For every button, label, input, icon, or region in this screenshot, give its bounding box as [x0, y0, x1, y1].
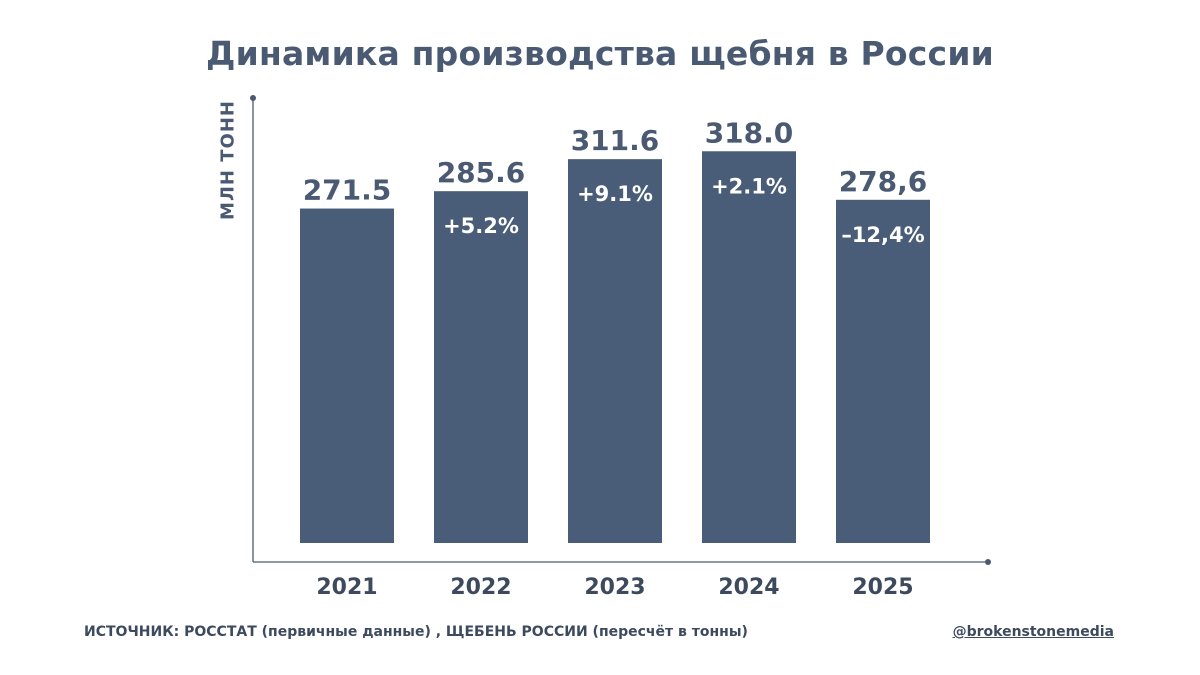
- author-handle-link[interactable]: @brokenstonemedia: [952, 624, 1114, 640]
- x-tick-label-2024: 2024: [718, 575, 779, 600]
- bar-2024: [702, 151, 796, 543]
- change-label-2024: +2.1%: [711, 174, 787, 198]
- x-tick-label-2021: 2021: [316, 575, 377, 600]
- bar-2023: [568, 159, 662, 543]
- chart-title: Динамика производства щебня в России: [206, 34, 994, 73]
- labels-group: 271.5 2021 285.6 +5.2% 2022 311.6 +9.1% 2023 318…: [303, 116, 928, 600]
- value-label-2024: 318.0: [705, 116, 794, 149]
- x-tick-label-2025: 2025: [852, 575, 913, 600]
- change-label-2023: +9.1%: [577, 182, 653, 206]
- bars-group: [300, 151, 930, 544]
- bar-2021: [300, 208, 394, 544]
- source-note: ИСТОЧНИК: РОССТАТ (первичные данные) , Щ…: [84, 624, 748, 640]
- value-label-2021: 271.5: [303, 174, 392, 207]
- y-axis-end-dot: [250, 95, 256, 101]
- x-axis-end-dot: [985, 559, 991, 565]
- value-label-2025: 278,6: [839, 165, 928, 198]
- change-label-2022: +5.2%: [443, 214, 519, 238]
- bar-2025: [836, 199, 930, 543]
- axes: [250, 95, 991, 565]
- x-tick-label-2022: 2022: [450, 575, 511, 600]
- value-label-2022: 285.6: [437, 156, 526, 189]
- change-label-2025: –12,4%: [841, 223, 924, 247]
- bar-2022: [434, 191, 528, 543]
- x-tick-label-2023: 2023: [584, 575, 645, 600]
- value-label-2023: 311.6: [571, 124, 660, 157]
